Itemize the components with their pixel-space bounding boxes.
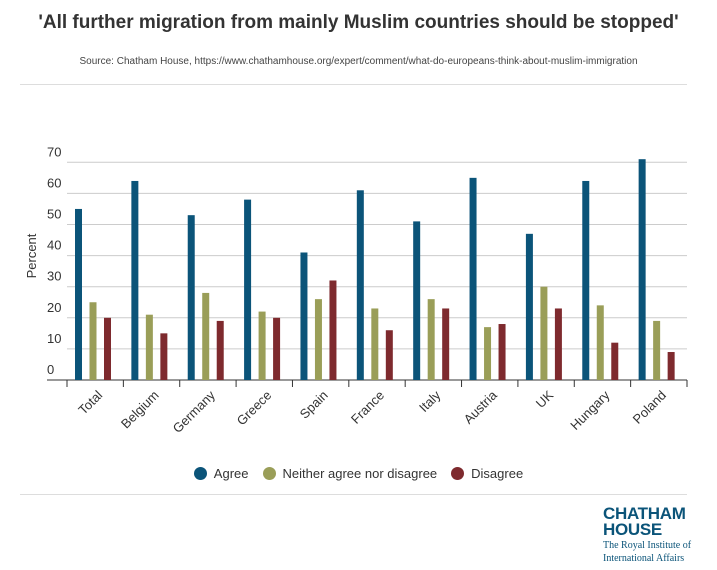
y-tick-label: 20 <box>47 300 61 315</box>
bar-disagree <box>498 324 506 380</box>
bar-agree <box>300 252 308 380</box>
x-tick-label: Total <box>75 387 105 417</box>
bar-disagree <box>329 280 337 380</box>
bar-agree <box>244 199 252 380</box>
bar-neither-agree-nor-disagree <box>314 299 322 380</box>
chart-source: Source: Chatham House, https://www.chath… <box>79 56 638 67</box>
bar-agree <box>638 159 646 380</box>
bar-disagree <box>160 333 168 380</box>
bar-neither-agree-nor-disagree <box>202 292 210 380</box>
bar-agree <box>469 177 477 380</box>
divider-bottom <box>20 494 687 495</box>
bar-agree <box>525 233 533 380</box>
x-tick-label: France <box>348 388 387 427</box>
y-tick-label: 60 <box>47 175 61 190</box>
bar-neither-agree-nor-disagree <box>653 320 661 380</box>
legend-label: Agree <box>213 466 249 481</box>
bar-disagree <box>442 308 450 380</box>
bar-chart: 0 10 20 30 40 50 60 70 Percent Total Belgium German… <box>24 144 688 436</box>
bar-disagree <box>611 342 619 380</box>
logo-line2: HOUSE <box>603 520 662 539</box>
bar-disagree <box>385 330 393 380</box>
y-tick-label: 70 <box>47 144 61 159</box>
bar-agree <box>356 190 364 380</box>
bar-neither-agree-nor-disagree <box>540 286 548 380</box>
logo-line1: CHATHAM <box>603 504 686 523</box>
bar-disagree <box>273 317 281 380</box>
y-tick-label: 30 <box>47 269 61 284</box>
bar-neither-agree-nor-disagree <box>371 308 379 380</box>
bar-agree <box>413 221 421 380</box>
x-tick-label: UK <box>533 387 557 411</box>
x-tick-label: Greece <box>234 388 275 429</box>
x-tick-label: Germany <box>170 387 219 436</box>
bar-agree <box>187 215 195 380</box>
legend-swatch <box>262 467 276 480</box>
y-tick-label: 0 <box>47 362 54 377</box>
legend-swatch <box>193 467 207 480</box>
bar-agree <box>75 208 82 380</box>
x-tick-label: Belgium <box>118 388 162 432</box>
legend-item: Neither agree nor disagree <box>262 466 438 481</box>
x-tick-label: Austria <box>461 387 501 427</box>
legend-swatch <box>451 467 465 480</box>
x-tick-label: Poland <box>630 388 669 427</box>
bar-disagree <box>104 317 111 380</box>
logo-line3: The Royal Institute of <box>603 540 692 551</box>
y-tick-label: 10 <box>47 331 61 346</box>
divider-top <box>20 84 687 85</box>
bar-disagree <box>554 308 562 380</box>
legend-label: Neither agree nor disagree <box>282 466 438 481</box>
y-axis-label: Percent <box>24 233 39 278</box>
bar-neither-agree-nor-disagree <box>89 302 97 380</box>
chatham-house-logo: CHATHAM HOUSE The Royal Institute of Int… <box>603 504 692 564</box>
chart-title: 'All further migration from mainly Musli… <box>38 12 679 33</box>
x-tick-label: Hungary <box>567 387 613 433</box>
legend-label: Disagree <box>471 466 524 481</box>
bar-neither-agree-nor-disagree <box>258 311 266 380</box>
bar-neither-agree-nor-disagree <box>484 327 492 380</box>
legend-item: Agree <box>193 466 249 481</box>
legend: Agree Neither agree nor disagree Disagree <box>0 466 717 481</box>
bar-disagree <box>667 352 675 380</box>
bar-neither-agree-nor-disagree <box>427 299 435 380</box>
legend-item: Disagree <box>451 466 523 481</box>
bar-agree <box>582 180 590 380</box>
bar-neither-agree-nor-disagree <box>145 314 153 380</box>
y-tick-label: 50 <box>47 207 61 222</box>
y-tick-label: 40 <box>47 238 61 253</box>
bar-agree <box>131 180 139 380</box>
x-tick-label: Italy <box>416 387 444 415</box>
logo-line4: International Affairs <box>603 553 685 564</box>
bar-disagree <box>216 320 224 380</box>
x-tick-label: Spain <box>297 388 331 422</box>
bar-neither-agree-nor-disagree <box>596 305 604 380</box>
